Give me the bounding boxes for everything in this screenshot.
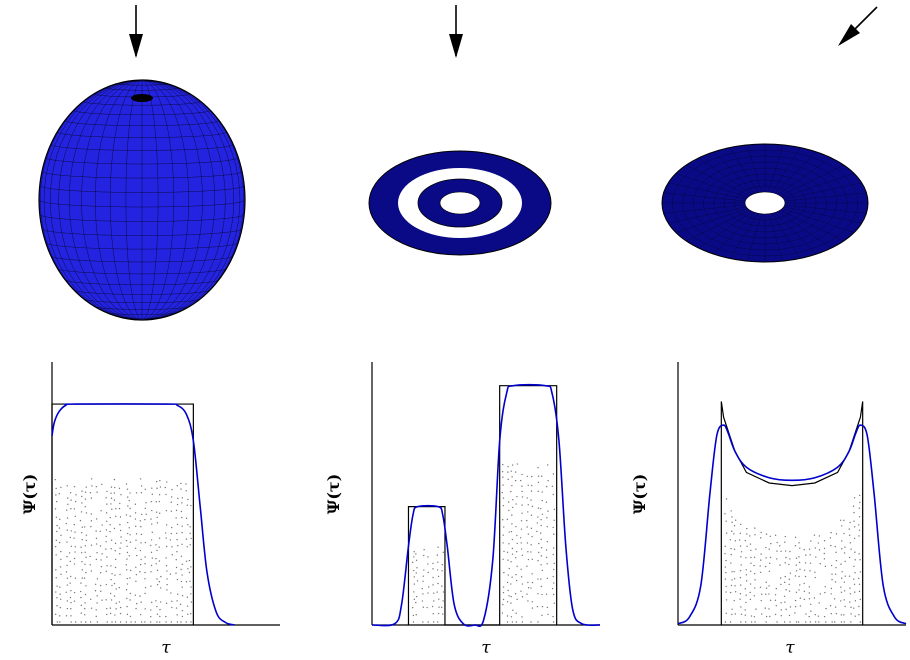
x-axis-label: τ bbox=[785, 638, 795, 658]
series-line-smooth bbox=[51, 403, 235, 626]
spheroid-shape bbox=[38, 79, 246, 321]
disk-with-hole-shape bbox=[661, 143, 869, 263]
y-axis-label: Ψ(τ) bbox=[20, 474, 39, 515]
sample-dots bbox=[411, 463, 556, 623]
x-axis-label: τ bbox=[481, 638, 491, 658]
chart-panel-3 bbox=[677, 362, 907, 626]
sample-dots bbox=[724, 494, 862, 623]
arrow-down-icon bbox=[129, 5, 143, 58]
disk-with-ring-gap-shape bbox=[368, 150, 552, 256]
series-line-step bbox=[51, 403, 194, 625]
sample-dots bbox=[54, 478, 193, 623]
y-axis-label: Ψ(τ) bbox=[324, 474, 343, 515]
series-line-smooth bbox=[371, 383, 601, 628]
y-axis-label: Ψ(τ) bbox=[630, 474, 649, 515]
arrow-diagonal-icon bbox=[838, 6, 878, 46]
x-axis-label: τ bbox=[161, 638, 171, 658]
arrow-down-icon bbox=[449, 5, 463, 58]
chart-panel-1 bbox=[51, 362, 280, 626]
chart-panel-2 bbox=[371, 362, 601, 628]
series-line-step bbox=[720, 401, 864, 625]
series-line-smooth bbox=[677, 424, 907, 625]
